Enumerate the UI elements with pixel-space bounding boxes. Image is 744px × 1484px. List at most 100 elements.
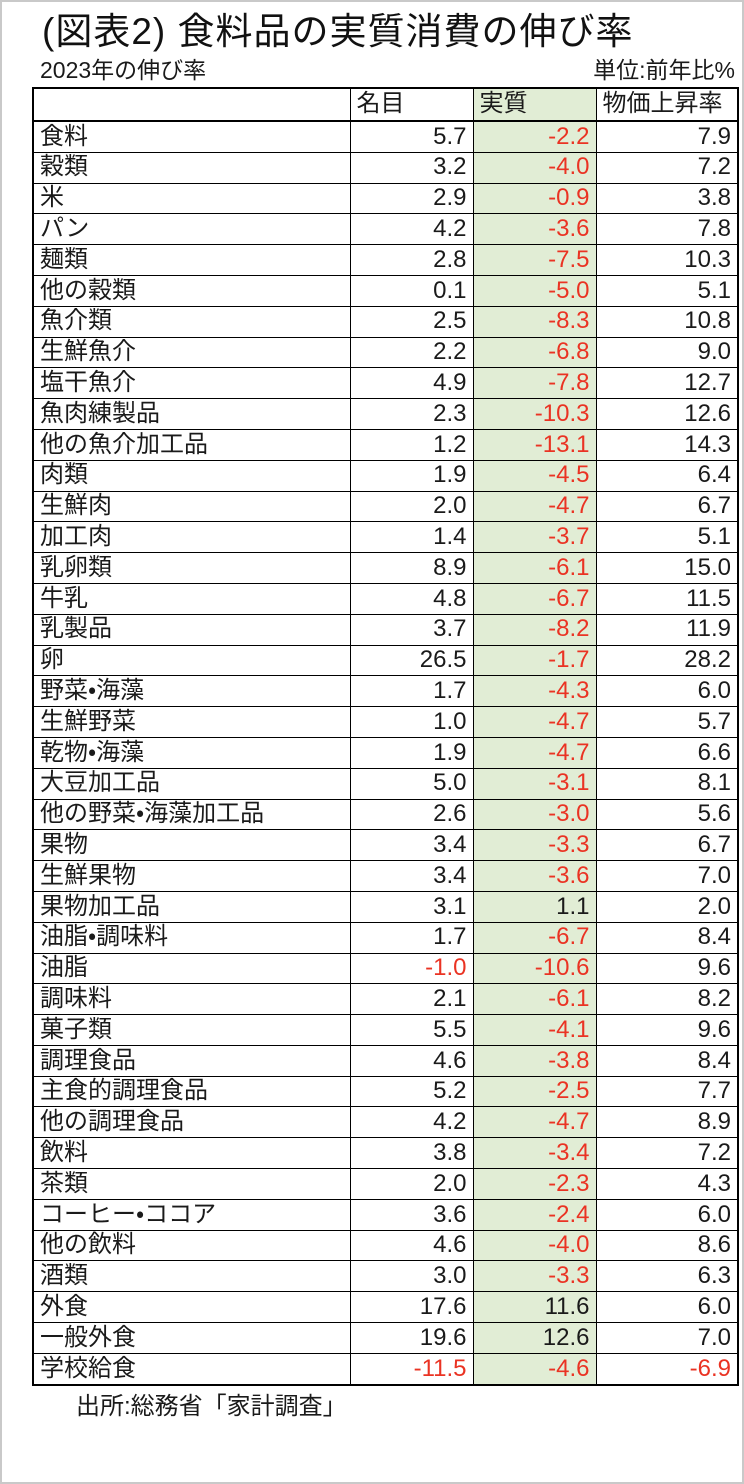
cell-inflation: 7.2 bbox=[595, 151, 739, 184]
cell-inflation: 9.0 bbox=[595, 336, 739, 369]
cell-inflation: 11.5 bbox=[595, 582, 739, 615]
table-row: 魚介類 2.5 -8.3 10.8 bbox=[32, 305, 739, 338]
cell-inflation: 8.9 bbox=[595, 1106, 739, 1139]
table-row: パン 4.2 -3.6 7.8 bbox=[32, 213, 739, 246]
cell-item-label: 穀類 bbox=[32, 151, 351, 184]
cell-real: -3.8 bbox=[472, 1044, 597, 1077]
col-header-item bbox=[32, 87, 351, 122]
cell-real: 12.6 bbox=[472, 1322, 597, 1354]
cell-item-label: 菓子類 bbox=[32, 1014, 351, 1046]
table-row: 油脂 -1.0 -10.6 9.6 bbox=[32, 952, 739, 985]
cell-inflation: 8.2 bbox=[595, 983, 739, 1016]
cell-inflation: 8.4 bbox=[595, 921, 739, 954]
cell-real: -3.3 bbox=[472, 1260, 597, 1293]
table-row: 他の野菜・海藻加工品 2.6 -3.0 5.6 bbox=[32, 798, 739, 831]
cell-nominal: 0.1 bbox=[349, 274, 474, 307]
cell-nominal: 3.4 bbox=[349, 860, 474, 892]
cell-item-label: 果物加工品 bbox=[32, 890, 351, 923]
cell-real: -3.7 bbox=[472, 521, 597, 554]
table-row: 卵 26.5 -1.7 28.2 bbox=[32, 644, 739, 677]
cell-inflation: 7.0 bbox=[595, 860, 739, 892]
cell-nominal: 2.3 bbox=[349, 398, 474, 430]
cell-item-label: 米 bbox=[32, 182, 351, 215]
cell-inflation: 7.7 bbox=[595, 1075, 739, 1108]
cell-nominal: 1.7 bbox=[349, 921, 474, 954]
table-row: 米 2.9 -0.9 3.8 bbox=[32, 182, 739, 215]
cell-item-label: 他の穀類 bbox=[32, 274, 351, 307]
cell-nominal: 8.9 bbox=[349, 552, 474, 584]
cell-nominal: 4.8 bbox=[349, 582, 474, 615]
cell-inflation: 11.9 bbox=[595, 613, 739, 646]
table-row: 茶類 2.0 -2.3 4.3 bbox=[32, 1168, 739, 1200]
figure-title: (図表2) 食料品の実質消費の伸び率 bbox=[42, 11, 634, 52]
cell-item-label: 肉類 bbox=[32, 459, 351, 492]
cell-real: -6.8 bbox=[472, 336, 597, 369]
cell-nominal: 17.6 bbox=[349, 1291, 474, 1324]
cell-real: -6.7 bbox=[472, 582, 597, 615]
cell-item-label: パン bbox=[32, 213, 351, 246]
cell-real: -3.1 bbox=[472, 767, 597, 800]
subtitle-year-label: 2023年の伸び率 bbox=[40, 57, 207, 84]
cell-item-label: 魚介類 bbox=[32, 305, 351, 338]
cell-real: -4.7 bbox=[472, 706, 597, 738]
table-row: 外食 17.6 11.6 6.0 bbox=[32, 1291, 739, 1324]
table-row: 乳卵類 8.9 -6.1 15.0 bbox=[32, 552, 739, 584]
cell-item-label: 他の調理食品 bbox=[32, 1106, 351, 1139]
cell-inflation: 6.0 bbox=[595, 1198, 739, 1231]
col-header-inflation: 物価上昇率 bbox=[595, 87, 739, 122]
cell-nominal: 2.0 bbox=[349, 490, 474, 523]
cell-inflation: 6.7 bbox=[595, 490, 739, 523]
cell-item-label: 魚肉練製品 bbox=[32, 398, 351, 430]
cell-inflation: 9.6 bbox=[595, 1014, 739, 1046]
cell-inflation: 6.3 bbox=[595, 1260, 739, 1293]
cell-real: -2.2 bbox=[472, 120, 597, 153]
col-header-nominal: 名目 bbox=[349, 87, 474, 122]
cell-real: -4.7 bbox=[472, 1106, 597, 1139]
cell-nominal: 2.2 bbox=[349, 336, 474, 369]
cell-item-label: 乳製品 bbox=[32, 613, 351, 646]
cell-nominal: 5.5 bbox=[349, 1014, 474, 1046]
table-row: 果物加工品 3.1 1.1 2.0 bbox=[32, 890, 739, 923]
cell-real: -1.7 bbox=[472, 644, 597, 677]
cell-real: -3.6 bbox=[472, 213, 597, 246]
cell-real: -4.1 bbox=[472, 1014, 597, 1046]
cell-item-label: 学校給食 bbox=[32, 1352, 351, 1386]
cell-real: -2.3 bbox=[472, 1168, 597, 1200]
cell-item-label: 卵 bbox=[32, 644, 351, 677]
cell-nominal: 3.4 bbox=[349, 829, 474, 862]
cell-inflation: 5.6 bbox=[595, 798, 739, 831]
cell-inflation: 5.1 bbox=[595, 521, 739, 554]
cell-nominal: 1.9 bbox=[349, 459, 474, 492]
cell-inflation: 14.3 bbox=[595, 428, 739, 461]
cell-inflation: 7.9 bbox=[595, 120, 739, 153]
cell-real: -3.6 bbox=[472, 860, 597, 892]
cell-nominal: 3.1 bbox=[349, 890, 474, 923]
cell-inflation: 12.7 bbox=[595, 367, 739, 400]
cell-item-label: 生鮮果物 bbox=[32, 860, 351, 892]
cell-real: -10.3 bbox=[472, 398, 597, 430]
cell-nominal: 19.6 bbox=[349, 1322, 474, 1354]
table-row: 他の調理食品 4.2 -4.7 8.9 bbox=[32, 1106, 739, 1139]
cell-item-label: 油脂・調味料 bbox=[32, 921, 351, 954]
table-row: 調味料 2.1 -6.1 8.2 bbox=[32, 983, 739, 1016]
cell-item-label: 一般外食 bbox=[32, 1322, 351, 1354]
table-row: 塩干魚介 4.9 -7.8 12.7 bbox=[32, 367, 739, 400]
cell-inflation: 5.7 bbox=[595, 706, 739, 738]
cell-item-label: 大豆加工品 bbox=[32, 767, 351, 800]
table-row: 学校給食 -11.5 -4.6 -6.9 bbox=[32, 1352, 739, 1386]
table-row: 牛乳 4.8 -6.7 11.5 bbox=[32, 582, 739, 615]
table-row: コーヒー・ココア 3.6 -2.4 6.0 bbox=[32, 1198, 739, 1231]
cell-item-label: 果物 bbox=[32, 829, 351, 862]
cell-nominal: 2.8 bbox=[349, 244, 474, 276]
cell-real: -4.7 bbox=[472, 490, 597, 523]
table-row: 菓子類 5.5 -4.1 9.6 bbox=[32, 1014, 739, 1046]
cell-inflation: 2.0 bbox=[595, 890, 739, 923]
table-header-row: 名目 実質 物価上昇率 bbox=[32, 87, 739, 122]
cell-inflation: 10.3 bbox=[595, 244, 739, 276]
cell-real: -4.0 bbox=[472, 151, 597, 184]
table-row: 生鮮果物 3.4 -3.6 7.0 bbox=[32, 860, 739, 892]
cell-inflation: 6.0 bbox=[595, 1291, 739, 1324]
table-row: 食料 5.7 -2.2 7.9 bbox=[32, 120, 739, 153]
table-row: 大豆加工品 5.0 -3.1 8.1 bbox=[32, 767, 739, 800]
cell-item-label: 食料 bbox=[32, 120, 351, 153]
